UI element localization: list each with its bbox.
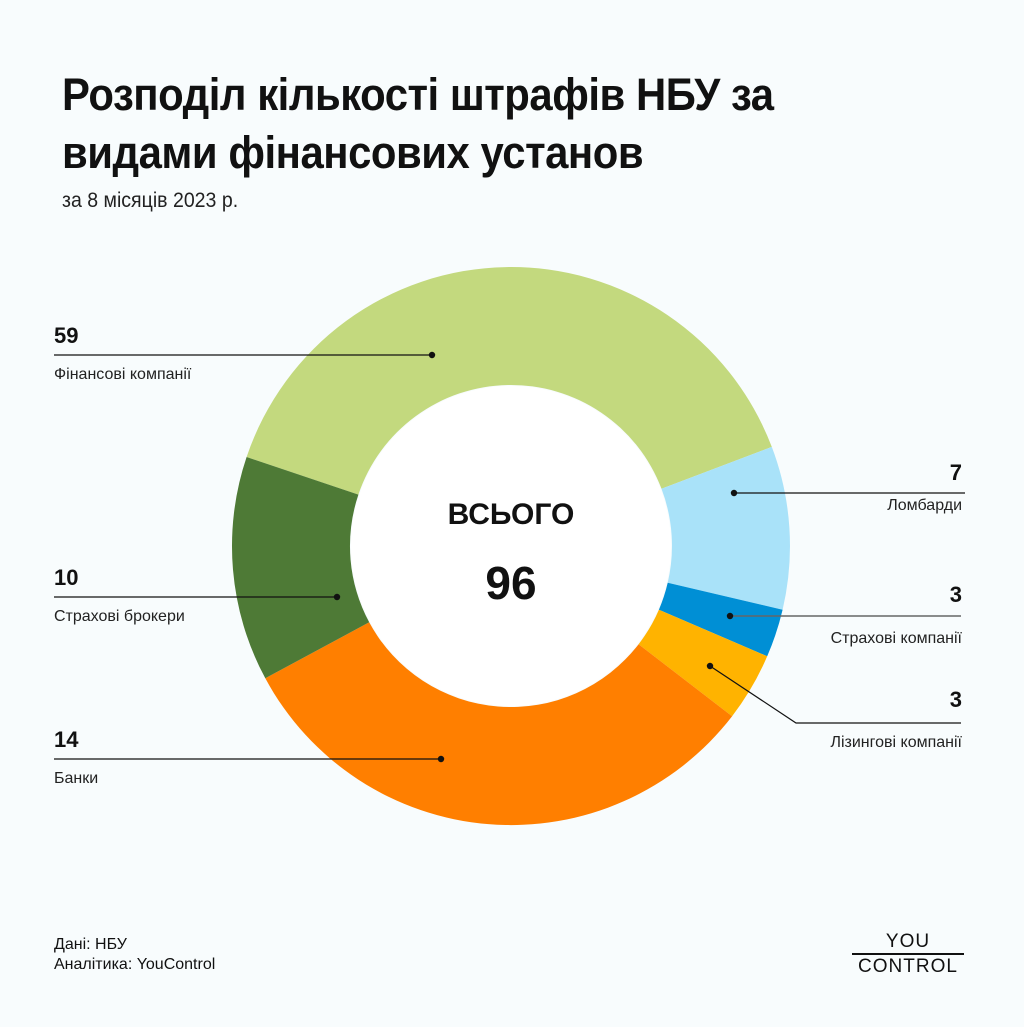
callout-insurance-companies [726,612,961,620]
total-label: ВСЬОГО [447,498,575,531]
youcontrol-logo: YOU CONTROL [852,932,964,977]
slice-leasing-companies [638,609,768,717]
slice-insurance-companies [658,582,783,657]
logo-top-text: YOU [885,931,931,952]
label-value-leasing-companies: 3 [949,687,962,712]
label-name-financial-companies: Фінансові компанії [54,366,192,383]
logo-bottom-text: CONTROL [858,956,958,977]
analytics-credit: Аналітика: YouControl [54,956,216,973]
total-value: 96 [485,557,537,609]
label-value-insurance-brokers: 10 [54,565,79,590]
slice-financial-companies [246,267,772,495]
chart-title: Розподіл кількості штрафів НБУ за видами… [62,69,774,178]
label-name-insurance-companies: Страхові компанії [830,630,962,647]
slice-pawnshops [661,446,790,610]
callout-pawnshops [730,489,965,497]
slice-insurance-brokers [231,457,370,679]
label-value-banks: 14 [54,727,79,752]
label-name-pawnshops: Ломбарди [887,497,962,514]
label-value-insurance-companies: 3 [949,582,962,607]
slice-banks [265,622,733,826]
label-name-insurance-brokers: Страхові брокери [54,608,185,625]
footer-credits: Дані: НБУ Аналітика: YouControl [54,935,215,975]
callout-insurance-brokers [54,593,341,601]
callout-banks [54,755,445,763]
label-value-pawnshops: 7 [949,460,962,485]
logo-divider [852,953,964,955]
chart-subtitle: за 8 місяців 2023 р. [62,189,239,212]
label-name-leasing-companies: Лізингові компанії [830,734,962,751]
label-value-financial-companies: 59 [54,323,79,348]
donut-hole [351,386,671,706]
label-name-banks: Банки [54,770,99,787]
data-source: Дані: НБУ [54,936,127,953]
callout-financial-companies [54,351,436,359]
callout-leasing-companies [706,662,961,724]
